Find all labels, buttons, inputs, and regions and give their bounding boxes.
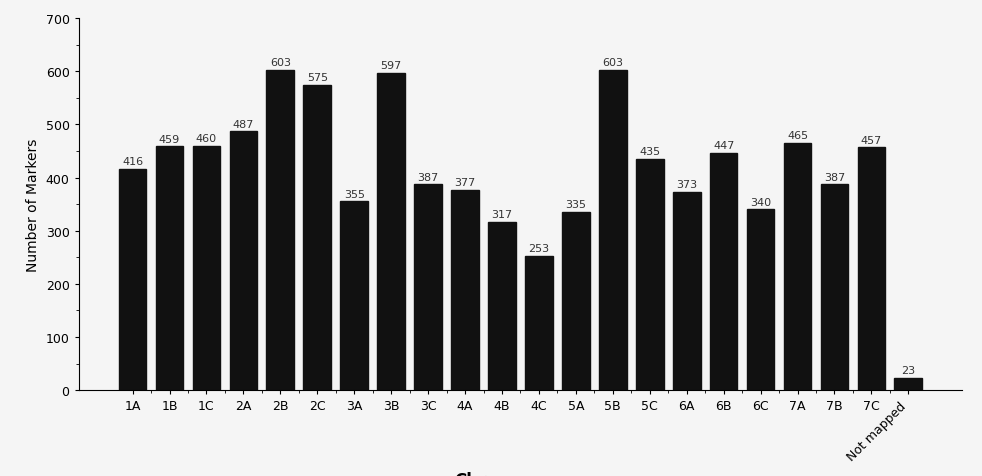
Bar <box>266 70 295 390</box>
Bar <box>746 210 775 390</box>
Text: 416: 416 <box>122 157 143 167</box>
Bar <box>599 70 627 390</box>
Bar <box>303 85 331 390</box>
Bar <box>895 378 922 390</box>
Text: 603: 603 <box>270 58 291 68</box>
Bar <box>414 185 442 390</box>
Text: 447: 447 <box>713 140 735 150</box>
Text: 457: 457 <box>861 135 882 145</box>
Bar <box>230 132 257 390</box>
Bar <box>525 256 553 390</box>
Text: 387: 387 <box>824 172 846 182</box>
Text: 253: 253 <box>528 244 550 254</box>
Bar <box>562 213 590 390</box>
Text: 377: 377 <box>455 178 475 188</box>
Text: 465: 465 <box>787 131 808 141</box>
Text: 460: 460 <box>195 134 217 144</box>
Bar <box>673 192 700 390</box>
Text: 597: 597 <box>381 61 402 71</box>
Text: 487: 487 <box>233 119 254 129</box>
Y-axis label: Number of Markers: Number of Markers <box>26 138 40 271</box>
Bar <box>451 190 479 390</box>
X-axis label: Chromosomes: Chromosomes <box>454 471 587 476</box>
Bar <box>377 74 405 390</box>
Bar <box>192 146 220 390</box>
Bar <box>488 222 516 390</box>
Text: 340: 340 <box>750 198 771 208</box>
Text: 575: 575 <box>306 73 328 83</box>
Text: 373: 373 <box>677 180 697 190</box>
Bar <box>710 153 737 390</box>
Bar <box>636 159 664 390</box>
Bar <box>119 169 146 390</box>
Text: 355: 355 <box>344 189 364 199</box>
Bar <box>857 148 885 390</box>
Bar <box>341 202 368 390</box>
Text: 603: 603 <box>602 58 624 68</box>
Bar <box>156 147 184 390</box>
Text: 387: 387 <box>417 172 439 182</box>
Text: 23: 23 <box>901 366 915 376</box>
Bar <box>784 144 811 390</box>
Text: 435: 435 <box>639 147 660 157</box>
Text: 459: 459 <box>159 134 180 144</box>
Text: 335: 335 <box>566 200 586 210</box>
Bar <box>821 185 848 390</box>
Text: 317: 317 <box>491 209 513 219</box>
